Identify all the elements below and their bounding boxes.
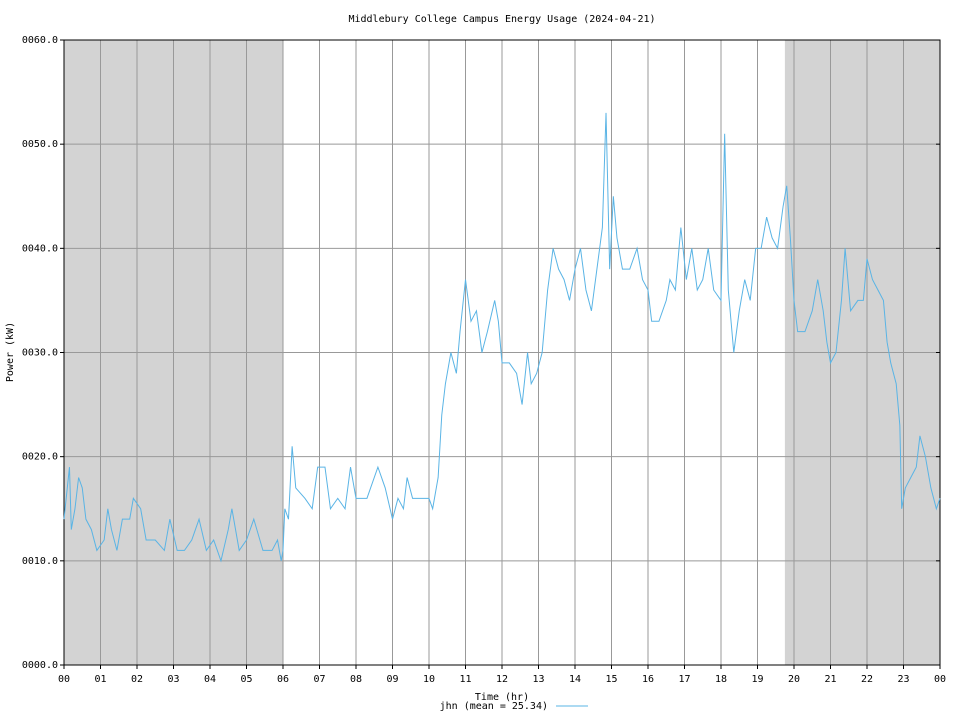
x-tick-label: 06 — [277, 674, 289, 685]
x-tick-label: 19 — [751, 674, 763, 685]
y-tick-label: 0060.0 — [22, 35, 58, 46]
x-tick-label: 00 — [934, 674, 946, 685]
x-tick-label: 04 — [204, 674, 216, 685]
x-tick-label: 20 — [788, 674, 800, 685]
series-line — [63, 112, 941, 563]
y-tick-label: 0030.0 — [22, 348, 58, 359]
x-tick-label: 07 — [313, 674, 325, 685]
legend-label: jhn (mean = 25.34) — [440, 701, 548, 712]
x-tick-label: 18 — [715, 674, 727, 685]
x-axis-label: Time (hr) — [475, 692, 529, 703]
x-tick-label: 00 — [58, 674, 70, 685]
x-tick-label: 15 — [605, 674, 617, 685]
y-tick-label: 0020.0 — [22, 452, 58, 463]
y-tick-label: 0010.0 — [22, 556, 58, 567]
x-tick-label: 16 — [642, 674, 654, 685]
plot-frame — [63, 39, 941, 666]
x-tick-label: 03 — [167, 674, 179, 685]
x-tick-label: 09 — [386, 674, 398, 685]
x-tick-label: 02 — [131, 674, 143, 685]
x-tick-label: 21 — [824, 674, 836, 685]
y-tick-label: 0050.0 — [22, 139, 58, 150]
chart-title: Middlebury College Campus Energy Usage (… — [348, 14, 655, 25]
y-tick-label: 0040.0 — [22, 243, 58, 254]
x-tick-label: 12 — [496, 674, 508, 685]
x-tick-label: 13 — [532, 674, 544, 685]
x-tick-label: 01 — [94, 674, 106, 685]
x-tick-label: 10 — [423, 674, 435, 685]
y-axis-label: Power (kW) — [5, 322, 16, 382]
x-tick-label: 23 — [897, 674, 909, 685]
x-tick-label: 22 — [861, 674, 873, 685]
x-tick-label: 08 — [350, 674, 362, 685]
x-tick-label: 11 — [459, 674, 471, 685]
x-tick-label: 05 — [240, 674, 252, 685]
x-tick-label: 17 — [678, 674, 690, 685]
x-tick-label: 14 — [569, 674, 581, 685]
y-tick-label: 0000.0 — [22, 660, 58, 671]
